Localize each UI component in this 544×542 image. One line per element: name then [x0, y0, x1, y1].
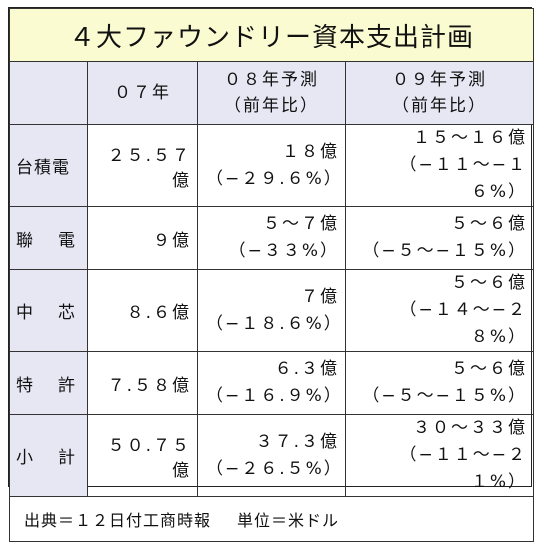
company-name-char-2: 電	[58, 230, 76, 251]
header-2009-forecast: ０９年予測 （前年比）	[344, 61, 535, 125]
table-row: 聯電 ９億 ５〜７億 （−３３%） ５〜６億 （−５〜−１５%）	[9, 206, 535, 270]
forecast-2008: ５〜７億 （−３３%）	[197, 206, 346, 270]
forecast-2008-value: １８億	[282, 141, 339, 162]
value-2007: ９億	[87, 206, 198, 270]
table-row: 中芯 ８.６億 ７億 （−１８.６%） ５〜６億 （−１４〜−２８%）	[9, 269, 535, 352]
forecast-2008-value: ６.３億	[274, 359, 339, 379]
forecast-2009-value: ５〜６億	[451, 214, 528, 234]
forecast-2009: ３０〜３３億 （−１１〜−２１%）	[344, 414, 535, 497]
forecast-2009-value: ５〜６億	[451, 273, 528, 293]
value-2007: ７.５８億	[87, 351, 198, 415]
company-name: 聯電	[9, 206, 88, 270]
company-name: 台積電	[9, 124, 88, 207]
forecast-2008: ６.３億 （−１６.９%）	[197, 351, 346, 415]
forecast-2008-value: ５〜７億	[263, 214, 339, 234]
forecast-2008-value: ３７.３億	[255, 431, 339, 452]
header-2008-forecast: ０８年予測 （前年比）	[197, 61, 346, 125]
forecast-2009-change: （−１４〜−２８%）	[399, 300, 528, 347]
forecast-2008: ３７.３億 （−２６.５%）	[197, 414, 346, 497]
company-name: 中芯	[9, 269, 88, 352]
value-2007: ２５.５７億	[87, 124, 198, 207]
table-row: 特許 ７.５８億 ６.３億 （−１６.９%） ５〜６億 （−５〜−１５%）	[9, 351, 535, 415]
capex-table-frame: ４大ファウンドリー資本支出計画 ０７年 ０８年予測 （前年比） ０９年予測 （前…	[8, 7, 535, 542]
company-name-char-1: 特	[16, 375, 34, 396]
header-2007: ０７年	[87, 61, 198, 125]
value-2007: ８.６億	[87, 269, 198, 352]
forecast-2009: ５〜６億 （−５〜−１５%）	[344, 206, 535, 270]
forecast-2009: ５〜６億 （−５〜−１５%）	[344, 351, 535, 415]
header-2009-label: ０９年予測	[392, 70, 487, 90]
capex-table: ４大ファウンドリー資本支出計画 ０７年 ０８年予測 （前年比） ０９年予測 （前…	[8, 8, 535, 542]
header-row: ０７年 ０８年予測 （前年比） ０９年予測 （前年比）	[9, 61, 535, 125]
footer-note: 出典＝１２日付工商時報 単位＝米ドル	[8, 496, 535, 542]
forecast-2009-change: （−１１〜−１６%）	[399, 155, 528, 202]
company-name-char-1: 中	[16, 303, 34, 323]
forecast-2009-change: （−５〜−１５%）	[362, 241, 528, 261]
forecast-2008-change: （−２９.６%）	[206, 168, 343, 189]
unit-note: 単位＝米ドル	[237, 511, 340, 530]
forecast-2008-change: （−１６.９%）	[206, 386, 343, 406]
forecast-2008: １８億 （−２９.６%）	[197, 124, 346, 207]
forecast-2009: １５〜１６億 （−１１〜−１６%）	[344, 124, 535, 207]
value-2007: ５０.７５億	[87, 414, 198, 497]
company-name-char-2: 計	[58, 448, 76, 468]
title-row: ４大ファウンドリー資本支出計画	[8, 8, 535, 62]
forecast-2009: ５〜６億 （−１４〜−２８%）	[344, 269, 535, 352]
forecast-2008-value: ７億	[301, 286, 339, 307]
footer-row: 出典＝１２日付工商時報 単位＝米ドル	[8, 496, 535, 542]
company-name: 特許	[9, 351, 88, 415]
table-row: 小計 ５０.７５億 ３７.３億 （−２６.５%） ３０〜３３億 （−１１〜−２１…	[9, 414, 535, 497]
forecast-2008-change: （−３３%）	[228, 241, 339, 261]
table-title: ４大ファウンドリー資本支出計画	[8, 8, 535, 62]
company-name-char-1: 聯	[16, 230, 34, 251]
table-row: 台積電 ２５.５７億 １８億 （−２９.６%） １５〜１６億 （−１１〜−１６%…	[9, 124, 535, 207]
header-2008-label: ０８年予測	[224, 70, 319, 90]
header-2009-sublabel: （前年比）	[392, 96, 487, 116]
forecast-2008: ７億 （−１８.６%）	[197, 269, 346, 352]
forecast-2009-value: ３０〜３３億	[413, 418, 528, 438]
company-name-char-1: 小	[16, 448, 34, 468]
header-2008-sublabel: （前年比）	[224, 96, 319, 116]
company-name: 小計	[9, 414, 88, 497]
company-name-char-2: 芯	[58, 303, 76, 323]
source-note: 出典＝１２日付工商時報	[24, 511, 212, 530]
forecast-2009-value: １５〜１６億	[413, 128, 528, 148]
forecast-2009-value: ５〜６億	[451, 359, 528, 379]
company-name-char-2: 許	[58, 375, 76, 396]
forecast-2008-change: （−１８.６%）	[206, 313, 343, 334]
forecast-2008-change: （−２６.５%）	[206, 458, 343, 479]
forecast-2009-change: （−１１〜−２１%）	[399, 445, 528, 492]
forecast-2009-change: （−５〜−１５%）	[362, 386, 528, 406]
header-corner-cell	[9, 61, 88, 125]
